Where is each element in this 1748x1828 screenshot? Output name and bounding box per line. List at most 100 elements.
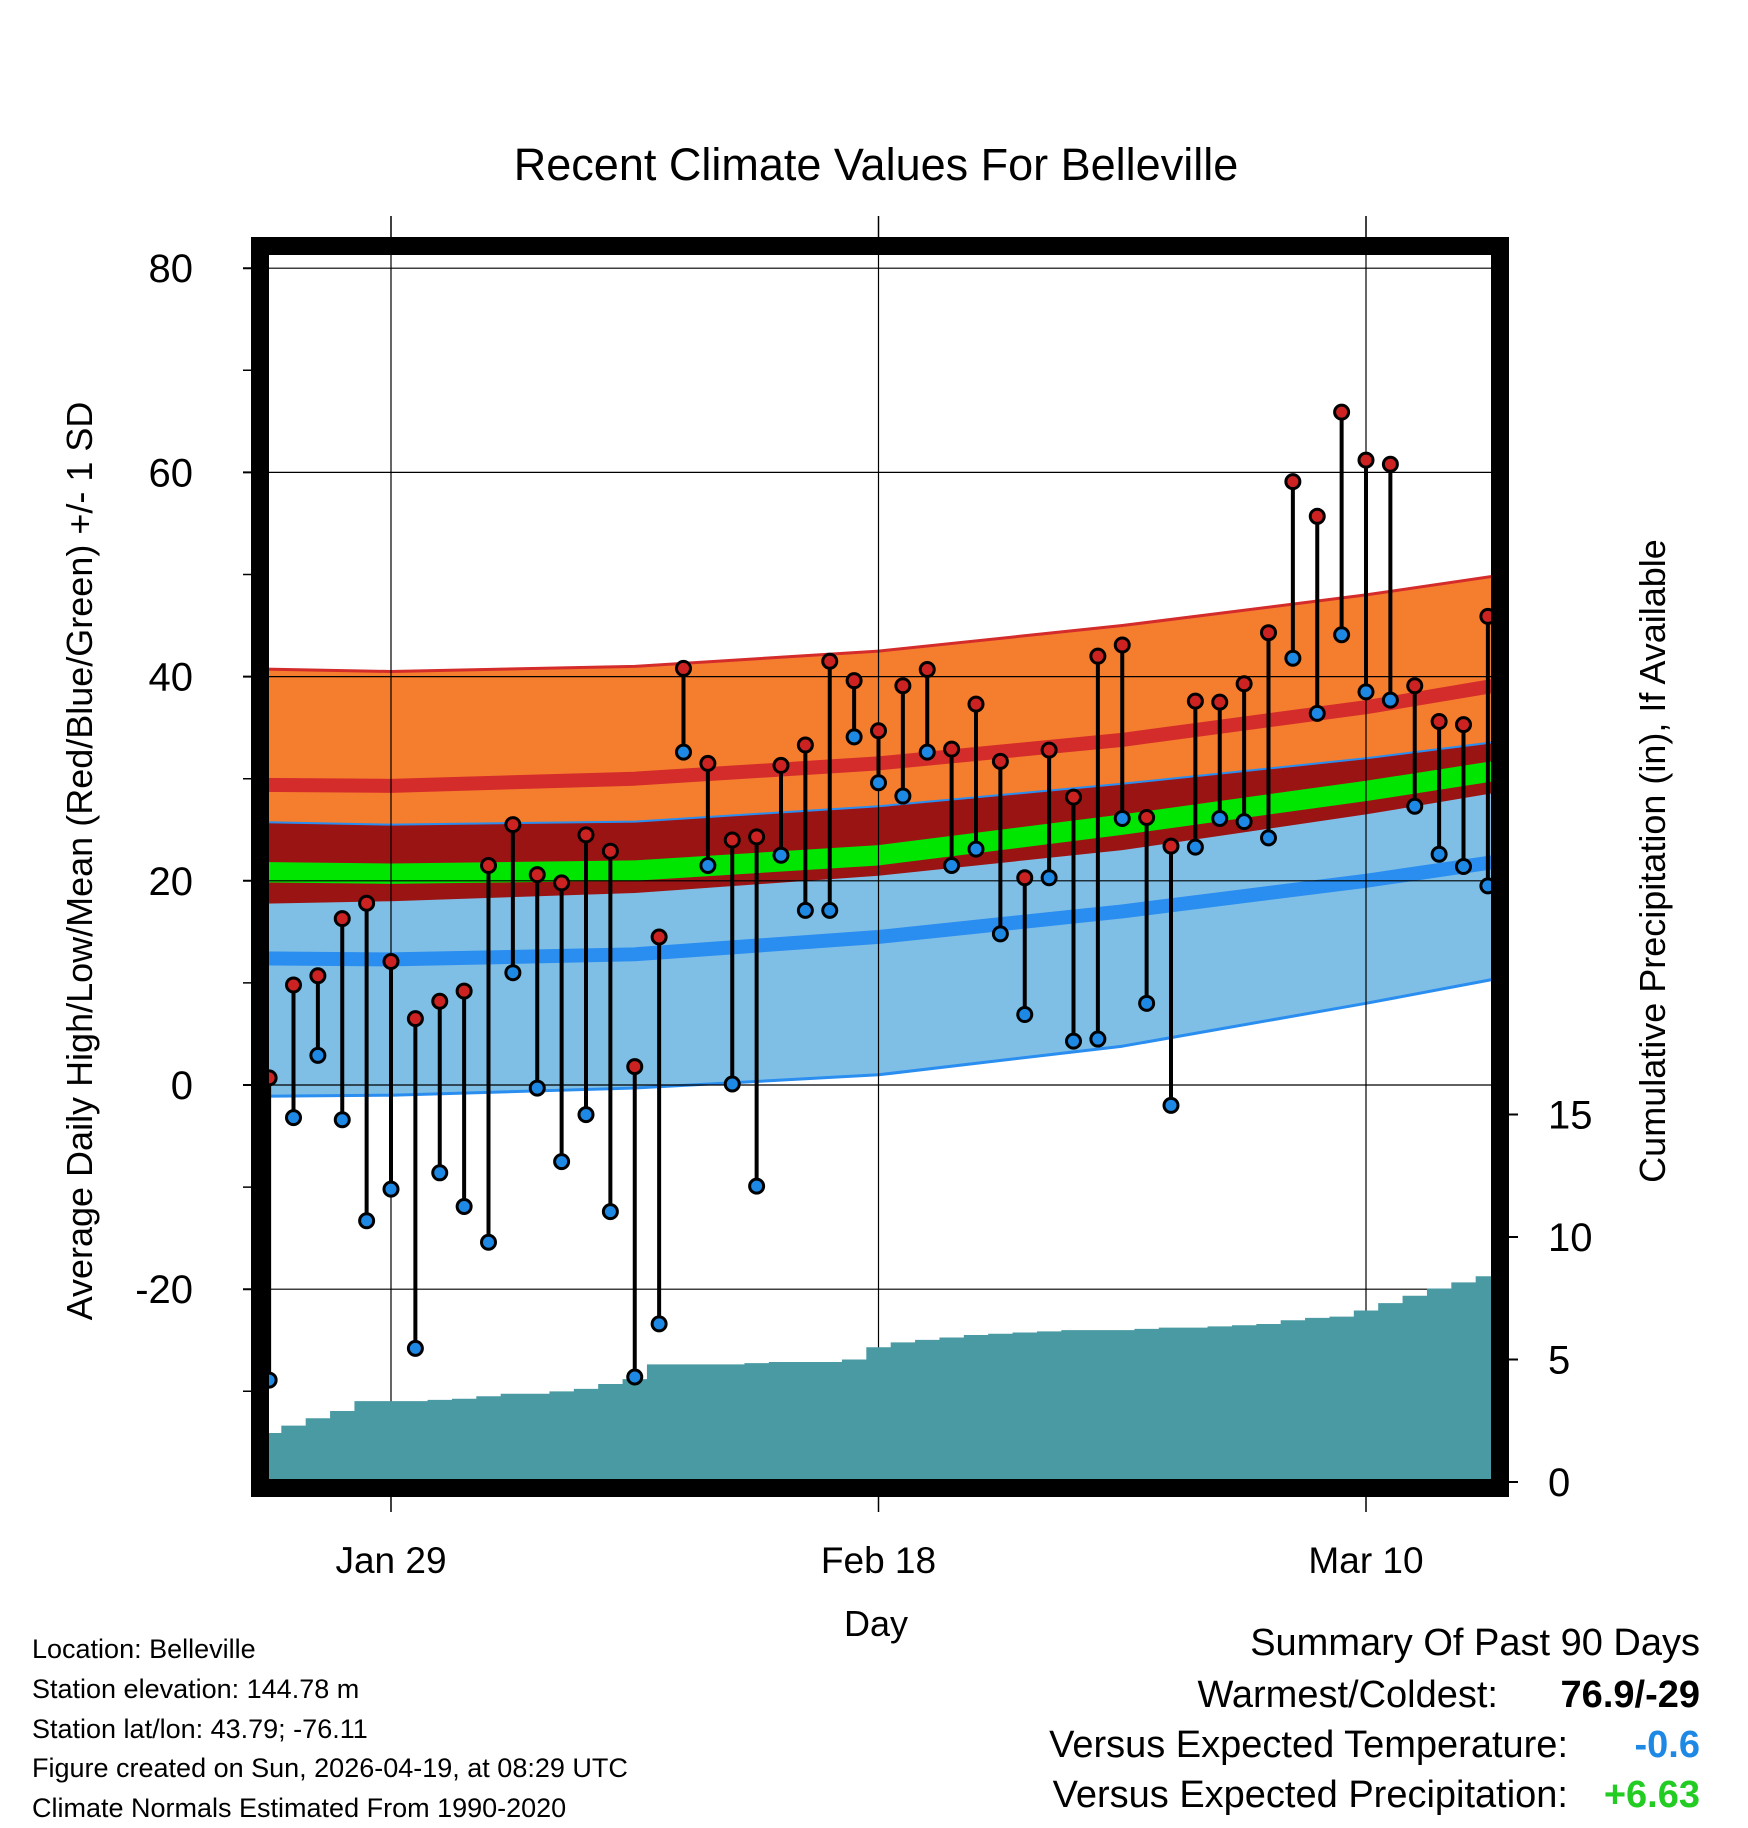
low-point bbox=[1211, 810, 1229, 828]
high-point bbox=[577, 826, 595, 844]
high-point bbox=[333, 910, 351, 928]
low-point bbox=[675, 743, 692, 761]
x-axis-label: Day bbox=[844, 1603, 908, 1644]
high-point bbox=[1211, 693, 1229, 711]
high-point bbox=[431, 992, 449, 1010]
summary-temp-value: -0.6 bbox=[1634, 1724, 1700, 1766]
high-point bbox=[699, 754, 717, 772]
low-point bbox=[918, 743, 936, 761]
high-point bbox=[650, 928, 668, 946]
low-point bbox=[870, 774, 887, 792]
high-point bbox=[918, 660, 936, 678]
y-tick-label: 40 bbox=[149, 656, 194, 700]
high-point bbox=[870, 722, 887, 740]
high-point bbox=[455, 982, 473, 1000]
low-point bbox=[796, 901, 814, 919]
footer-latlon: Station lat/lon: 43.79; -76.11 bbox=[32, 1714, 368, 1744]
low-point bbox=[577, 1106, 595, 1124]
high-point bbox=[1455, 716, 1472, 734]
low-point bbox=[650, 1315, 668, 1333]
mean-band bbox=[260, 759, 1500, 884]
low-point bbox=[1089, 1030, 1107, 1048]
high-point bbox=[1113, 636, 1131, 654]
high-point bbox=[1284, 473, 1302, 491]
low-point bbox=[140, 904, 154, 918]
footer-location: Location: Belleville bbox=[32, 1634, 256, 1664]
low-point bbox=[845, 728, 863, 746]
high-point bbox=[845, 672, 863, 690]
low-point bbox=[189, 961, 203, 975]
high-point bbox=[309, 967, 327, 985]
low-point bbox=[772, 846, 790, 864]
y2-axis-label: Cumulative Precipitation (in), If Availa… bbox=[1632, 539, 1673, 1183]
y-axis-label: Average Daily High/Low/Mean (Red/Blue/Gr… bbox=[59, 402, 100, 1321]
y2-tick-label: 10 bbox=[1548, 1216, 1593, 1260]
high-point bbox=[1162, 837, 1180, 855]
high-point bbox=[991, 752, 1009, 770]
low-point bbox=[1430, 845, 1448, 863]
low-point bbox=[1603, 782, 1617, 796]
high-point bbox=[382, 952, 400, 970]
high-point bbox=[406, 1010, 424, 1028]
low-point bbox=[1186, 838, 1204, 856]
low-point bbox=[406, 1339, 424, 1357]
low-point bbox=[1530, 900, 1544, 914]
summary-precip-value: +6.63 bbox=[1603, 1774, 1700, 1816]
high-point bbox=[967, 695, 985, 713]
low-point bbox=[285, 1109, 302, 1127]
high-point bbox=[504, 816, 522, 834]
low-point bbox=[991, 925, 1009, 943]
low-point bbox=[601, 1203, 619, 1221]
low-point bbox=[213, 897, 227, 911]
y-tick-label: 80 bbox=[149, 247, 194, 291]
plot-frame bbox=[251, 237, 1509, 1497]
low-point bbox=[333, 1111, 351, 1129]
y2-tick-label: 15 bbox=[1548, 1094, 1593, 1138]
low-point bbox=[699, 856, 717, 874]
low-point bbox=[382, 1180, 400, 1198]
high-point bbox=[553, 874, 571, 892]
low-point bbox=[1676, 820, 1690, 834]
low-point bbox=[1113, 810, 1131, 828]
high-point bbox=[1065, 788, 1082, 806]
high-point bbox=[1308, 507, 1326, 525]
summary-temp-label: Versus Expected Temperature: bbox=[1049, 1724, 1568, 1766]
high-point bbox=[894, 677, 912, 695]
low-point bbox=[455, 1197, 473, 1215]
high-point bbox=[213, 743, 227, 757]
high-point bbox=[1381, 455, 1399, 473]
low-point bbox=[1357, 683, 1375, 701]
low-point bbox=[1040, 869, 1058, 887]
y-tick-label: 0 bbox=[171, 1064, 193, 1108]
precip-area bbox=[260, 1276, 1500, 1482]
low-point bbox=[504, 964, 522, 982]
high-point bbox=[772, 756, 790, 774]
low-point bbox=[1162, 1096, 1180, 1114]
high-point bbox=[358, 894, 376, 912]
low-point bbox=[528, 1079, 546, 1097]
low-point bbox=[626, 1368, 644, 1386]
high-point bbox=[601, 842, 619, 860]
high-point bbox=[626, 1058, 644, 1076]
high-point bbox=[1676, 727, 1690, 741]
summary-precip-label: Versus Expected Precipitation: bbox=[1052, 1774, 1568, 1816]
y2-tick-label: 0 bbox=[1548, 1461, 1570, 1505]
high-point bbox=[1016, 869, 1034, 887]
high-point bbox=[675, 659, 692, 677]
low-point bbox=[967, 840, 985, 858]
low-point bbox=[1725, 779, 1739, 793]
high-point bbox=[1260, 624, 1277, 642]
high-point bbox=[1603, 660, 1617, 674]
high-point bbox=[285, 976, 302, 994]
low-point bbox=[1554, 983, 1568, 997]
high-point bbox=[821, 652, 839, 670]
low-point bbox=[1578, 769, 1592, 783]
summary-warmest-value: 76.9/-29 bbox=[1560, 1674, 1700, 1716]
high-point bbox=[1578, 672, 1592, 686]
y2-tick-label: 5 bbox=[1548, 1339, 1570, 1383]
high-point bbox=[1089, 647, 1107, 665]
low-point bbox=[894, 787, 912, 805]
low-point bbox=[1065, 1032, 1082, 1050]
